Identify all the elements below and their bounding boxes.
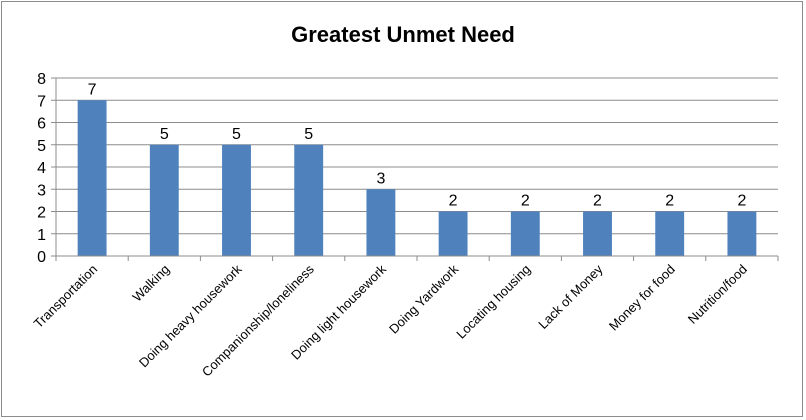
chart-title: Greatest Unmet Need xyxy=(291,22,515,47)
bar xyxy=(294,144,324,256)
axes xyxy=(51,77,779,261)
x-tick-label: Transportation xyxy=(31,262,101,332)
y-tick-label: 4 xyxy=(37,160,46,177)
y-tick-label: 7 xyxy=(37,93,46,110)
y-tick-labels: 0 1 2 3 4 5 6 7 8 xyxy=(37,71,46,266)
x-tick-label: Money for food xyxy=(606,262,678,334)
data-label: 2 xyxy=(449,193,458,210)
data-label: 5 xyxy=(304,126,313,143)
y-tick-label: 5 xyxy=(37,138,46,155)
bar xyxy=(77,100,107,256)
x-tick-label: Walking xyxy=(129,262,172,305)
data-label: 2 xyxy=(593,193,602,210)
data-label: 5 xyxy=(232,126,241,143)
bar xyxy=(149,144,179,256)
bar xyxy=(655,211,685,256)
y-tick-label: 6 xyxy=(37,116,46,133)
y-tick-label: 1 xyxy=(37,227,46,244)
data-label: 2 xyxy=(737,193,746,210)
x-tick-label: Lack of Money xyxy=(535,261,606,332)
bar xyxy=(366,189,396,256)
x-tick-label: Doing Yardwork xyxy=(386,261,462,337)
data-label: 7 xyxy=(88,81,97,98)
y-tick-label: 2 xyxy=(37,205,46,222)
data-label: 2 xyxy=(665,193,674,210)
bar xyxy=(583,211,612,256)
bar xyxy=(727,211,757,256)
bars xyxy=(77,100,757,256)
data-label: 3 xyxy=(376,170,385,187)
x-tick-label: Locating housing xyxy=(453,262,533,342)
bar xyxy=(438,211,468,256)
y-tick-label: 0 xyxy=(37,249,46,266)
y-tick-label: 8 xyxy=(37,71,46,88)
data-labels: 7 5 5 5 3 2 2 2 2 2 xyxy=(88,81,747,209)
data-label: 2 xyxy=(521,193,530,210)
data-label: 5 xyxy=(160,126,169,143)
y-tick-label: 3 xyxy=(37,182,46,199)
bar xyxy=(222,144,251,256)
x-tick-label: Nutrition/food xyxy=(685,262,750,327)
bar xyxy=(510,211,540,256)
